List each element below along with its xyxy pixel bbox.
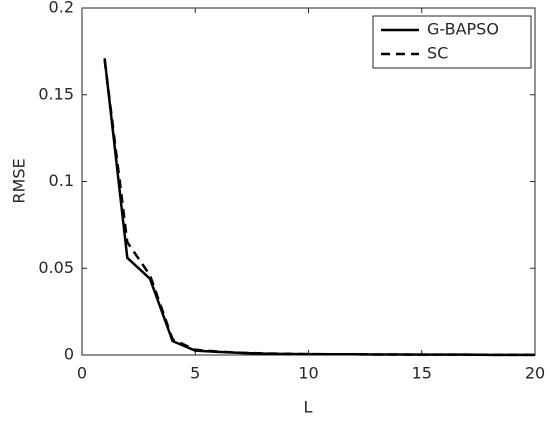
y-tick-label: 0.2 — [49, 0, 74, 17]
legend-box — [372, 15, 532, 69]
x-tick-label: 0 — [77, 364, 87, 383]
legend-label: G-BAPSO — [427, 20, 499, 39]
legend-label: SC — [427, 44, 448, 63]
x-tick-label: 10 — [298, 364, 318, 383]
x-tick-label: 20 — [525, 364, 545, 383]
x-tick-label: 15 — [412, 364, 432, 383]
x-tick-label: 5 — [190, 364, 200, 383]
line-series — [103, 59, 535, 357]
y-tick-label: 0.15 — [38, 84, 74, 103]
y-tick-label: 0 — [64, 345, 74, 364]
y-tick-label: 0.1 — [49, 171, 74, 190]
y-axis-label: RMSE — [10, 158, 29, 203]
x-axis-label: L — [304, 398, 313, 417]
line-series — [103, 58, 535, 357]
y-tick-label: 0.05 — [38, 258, 74, 277]
